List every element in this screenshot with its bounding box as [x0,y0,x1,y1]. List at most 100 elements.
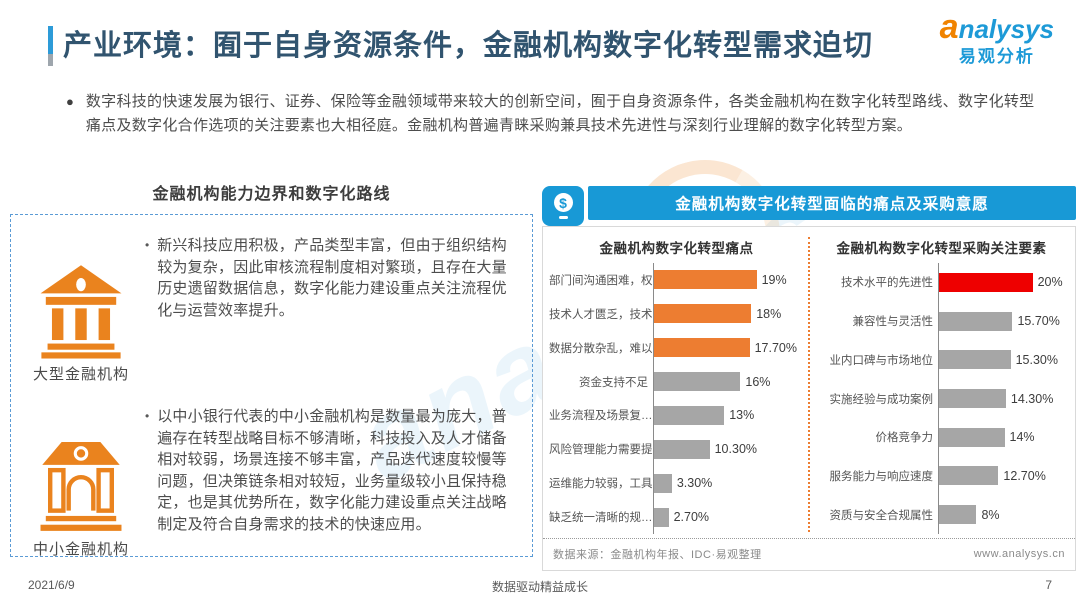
website-url: www.analysys.cn [973,548,1065,560]
dotted-divider [808,237,810,532]
charts-panel: 金融机构数字化转型痛点 部门间沟通困难，权… 19% 技术人才匮乏，技术… 18% 数据… [542,226,1076,571]
chart-row: 技术水平的先进性 20% [814,263,1069,302]
category-label: 运维能力较弱，工具… [549,478,653,491]
bar [939,389,1006,409]
logo-wordmark: analysys [939,8,1054,46]
bar [654,405,725,425]
right-section-banner: 金融机构数字化转型面临的痛点及采购意愿 [588,186,1076,220]
value-label: 2.70% [673,510,710,525]
bar-track: 12.70% [938,456,1069,496]
header: 产业环境：囿于自身资源条件，金融机构数字化转型需求迫切 [48,26,873,66]
bar-track: 2.70% [653,500,804,534]
slide-footer: 2021/6/9 数据驱动精益成长 7 [0,578,1080,598]
bar [939,311,1013,331]
category-label: 资质与安全合规属性 [829,509,934,522]
bar [654,507,669,527]
chart-row: 服务能力与响应速度 12.70% [814,456,1069,496]
bank-dome-icon [40,442,122,531]
chart-row: 技术人才匮乏，技术… 18% [549,296,804,331]
category-label: 缺乏统一清晰的规… [549,512,653,525]
data-source-note: 数据来源：金融机构年报、IDC·易观整理 [553,549,762,561]
page-number: 7 [1045,578,1052,592]
pain-points-chart-title: 金融机构数字化转型痛点 [599,241,754,256]
category-label: 业务流程及场景复… [549,410,653,423]
category-label: 技术水平的先进性 [841,277,933,290]
pain-points-chart-rows: 部门间沟通困难，权… 19% 技术人才匮乏，技术… 18% 数据分散杂乱，难以… 17.7… [549,263,804,538]
value-label: 3.30% [676,476,713,491]
list-item-small-institution: 中小金融机构 • 以中小银行代表的中小金融机构是数量最为庞大，普遍存在转型战略目… [27,406,518,559]
analysys-logo: analysys 易观分析 [940,10,1054,66]
chart-row: 业内口碑与市场地位 15.30% [814,340,1069,380]
bullet-icon: • [145,409,150,423]
chart-row: 部门间沟通困难，权… 19% [549,263,804,297]
accent-blue-segment [48,26,53,54]
bar [939,505,977,525]
bar-track: 3.30% [653,466,804,501]
value-label: 13% [729,408,755,423]
category-label: 数据分散杂乱，难以… [549,342,653,355]
category-label: 部门间沟通困难，权… [549,274,653,287]
bar-track: 19% [653,263,804,297]
category-label: 服务能力与响应速度 [829,470,934,483]
small-institution-label: 中小金融机构 [32,541,129,558]
large-institution-text-block: • 新兴科技应用积极，产品类型丰富，但由于组织结构较为复杂，因此审核流程制度相对… [145,235,518,321]
category-label: 兼容性与灵活性 [852,316,934,329]
chart-row: 风险管理能力需要提高 10.30% [549,432,804,467]
value-label: 17.70% [754,340,797,355]
chart-row: 运维能力较弱，工具… 3.30% [549,466,804,501]
chart-row: 资质与安全合规属性 8% [814,495,1069,535]
value-label: 18% [756,306,782,321]
bar-track: 20% [938,263,1069,302]
category-label: 实施经验与成功案例 [829,393,934,406]
category-label: 技术人才匮乏，技术… [549,308,653,321]
bar-track: 10.30% [653,432,804,467]
dollar-icon: $ [553,193,573,212]
bar-track: 18% [653,296,804,331]
chart-row: 实施经验与成功案例 14.30% [814,379,1069,418]
bar [939,272,1033,292]
chart-row: 兼容性与灵活性 15.70% [814,301,1069,341]
value-label: 8% [981,507,1000,522]
chart-row: 数据分散杂乱，难以… 17.70% [549,330,804,365]
right-section-header: $ 金融机构数字化转型面临的痛点及采购意愿 [542,186,1076,226]
value-label: 15.70% [1017,314,1060,329]
large-institution-figure: 大型金融机构 [27,257,135,384]
bar [939,466,999,486]
purchase-factors-chart-title: 金融机构数字化转型采购关注要素 [836,241,1047,256]
large-institution-label: 大型金融机构 [32,366,129,383]
chart-row: 业务流程及场景复… 13% [549,398,804,433]
bar [939,427,1005,447]
purchase-factors-chart: 金融机构数字化转型采购关注要素 技术水平的先进性 20% 兼容性与灵活性 15.70%… [814,235,1069,538]
value-label: 16% [745,374,771,389]
bar-track: 8% [938,495,1069,535]
list-item-large-institution: 大型金融机构 • 新兴科技应用积极，产品类型丰富，但由于组织结构较为复杂，因此审… [27,235,518,384]
value-label: 14.30% [1010,391,1054,406]
chart-row: 资金支持不足 16% [549,364,804,399]
bullet-icon: • [145,238,150,252]
bar-track: 15.70% [938,301,1069,341]
bank-classic-icon [40,265,122,359]
charts-area: 金融机构数字化转型痛点 部门间沟通困难，权… 19% 技术人才匮乏，技术… 18% 数据… [543,227,1075,538]
bar-track: 15.30% [938,340,1069,380]
bar-track: 17.70% [653,330,804,365]
value-label: 10.30% [714,442,758,457]
small-institution-description: 以中小银行代表的中小金融机构是数量最为庞大，普遍存在转型战略目标不够清晰，科技投… [157,408,507,533]
footer-slogan: 数据驱动精益成长 [491,580,588,594]
capability-panel: 大型金融机构 • 新兴科技应用积极，产品类型丰富，但由于组织结构较为复杂，因此审… [10,214,533,559]
value-label: 19% [761,272,787,287]
value-label: 20% [1037,275,1063,290]
bar-track: 13% [653,398,804,433]
accent-gray-segment [48,54,53,66]
intro-text: 数字科技的快速发展为银行、证券、保险等金融领域带来较大的创新空间，囿于自身资源条… [85,93,1035,134]
purchase-factors-chart-rows: 技术水平的先进性 20% 兼容性与灵活性 15.70% 业内口碑与市场地位 15.30% 实… [814,263,1069,538]
bar [654,338,750,358]
bar-track: 16% [653,364,804,399]
icon-dash-detail [558,216,568,219]
title-accent-bar [48,26,53,66]
bar-track: 14% [938,417,1069,457]
logo-chinese-name: 易观分析 [958,46,1035,66]
category-label: 风险管理能力需要提高 [549,444,653,457]
category-label: 资金支持不足 [579,376,648,389]
large-institution-description: 新兴科技应用积极，产品类型丰富，但由于组织结构较为复杂，因此审核流程制度相对繁琐… [157,237,507,319]
